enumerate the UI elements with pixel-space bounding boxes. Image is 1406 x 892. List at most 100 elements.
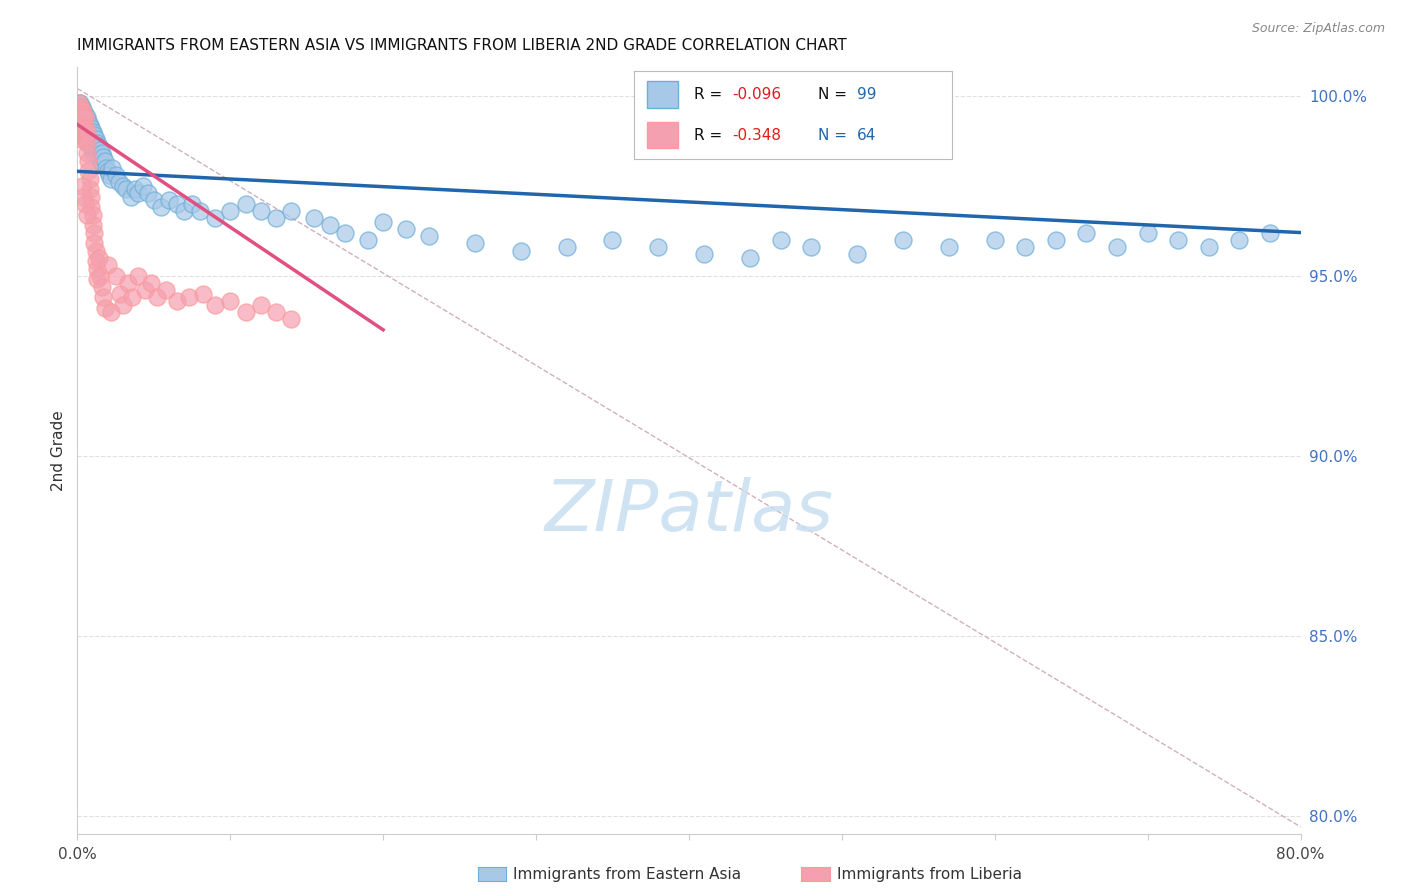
- Point: [77, 153, 100, 168]
- Point: [112, 297, 135, 311]
- Point: [91, 150, 114, 164]
- Text: Source: ZipAtlas.com: Source: ZipAtlas.com: [1251, 22, 1385, 36]
- Point: [70, 114, 93, 128]
- Point: [136, 186, 159, 200]
- Point: [142, 193, 165, 207]
- Point: [90, 157, 112, 171]
- Point: [1198, 240, 1220, 254]
- Point: [90, 146, 112, 161]
- Point: [1167, 233, 1189, 247]
- Point: [100, 305, 122, 319]
- Point: [94, 153, 117, 168]
- Point: [984, 233, 1007, 247]
- Point: [69, 118, 91, 132]
- Point: [98, 168, 121, 182]
- Point: [67, 103, 90, 117]
- Point: [73, 111, 96, 125]
- Point: [219, 293, 242, 308]
- Point: [740, 251, 762, 265]
- Point: [72, 189, 94, 203]
- Point: [79, 128, 101, 143]
- Point: [76, 125, 98, 139]
- Point: [124, 182, 146, 196]
- Point: [70, 178, 93, 193]
- Point: [80, 200, 103, 214]
- Point: [127, 186, 149, 200]
- Point: [82, 125, 104, 139]
- Point: [73, 106, 96, 120]
- Point: [127, 268, 149, 283]
- Point: [82, 146, 104, 161]
- Point: [134, 283, 156, 297]
- Point: [91, 290, 114, 304]
- Point: [769, 233, 792, 247]
- Point: [155, 283, 177, 297]
- Point: [73, 128, 96, 143]
- Point: [69, 132, 91, 146]
- Point: [69, 95, 91, 110]
- Point: [104, 268, 127, 283]
- Point: [96, 161, 118, 175]
- Point: [94, 301, 117, 316]
- Point: [80, 121, 103, 136]
- Point: [79, 171, 101, 186]
- Point: [139, 276, 162, 290]
- Point: [555, 240, 578, 254]
- Point: [150, 200, 173, 214]
- Point: [70, 121, 93, 136]
- Point: [304, 211, 326, 226]
- Point: [157, 193, 180, 207]
- Point: [89, 143, 111, 157]
- Point: [82, 208, 104, 222]
- Point: [235, 305, 257, 319]
- Point: [72, 118, 94, 132]
- Point: [1076, 226, 1098, 240]
- Point: [100, 171, 122, 186]
- Point: [318, 219, 340, 233]
- Point: [280, 312, 302, 326]
- Text: Immigrants from Eastern Asia: Immigrants from Eastern Asia: [513, 867, 741, 881]
- Point: [77, 164, 100, 178]
- Point: [1014, 240, 1036, 254]
- Point: [67, 95, 90, 110]
- Point: [395, 222, 418, 236]
- Point: [1045, 233, 1067, 247]
- Point: [69, 106, 91, 120]
- Point: [97, 164, 120, 178]
- Point: [77, 136, 100, 150]
- Point: [83, 139, 105, 153]
- Point: [70, 128, 93, 143]
- Point: [69, 121, 91, 136]
- Point: [72, 106, 94, 120]
- Point: [69, 111, 91, 125]
- Point: [191, 286, 214, 301]
- Point: [76, 111, 98, 125]
- Point: [86, 272, 108, 286]
- Point: [602, 233, 624, 247]
- Point: [67, 95, 90, 110]
- Point: [181, 196, 204, 211]
- Point: [120, 189, 142, 203]
- Point: [80, 132, 103, 146]
- Point: [121, 290, 143, 304]
- Point: [67, 118, 90, 132]
- Point: [69, 99, 91, 113]
- Point: [264, 211, 287, 226]
- Point: [101, 161, 124, 175]
- Point: [509, 244, 531, 258]
- Point: [67, 128, 90, 143]
- Point: [70, 103, 93, 117]
- Point: [371, 215, 394, 229]
- Point: [70, 99, 93, 113]
- Point: [67, 106, 90, 120]
- Point: [83, 226, 105, 240]
- Point: [1107, 240, 1129, 254]
- Point: [77, 125, 100, 139]
- Point: [146, 290, 169, 304]
- Point: [204, 211, 226, 226]
- Point: [104, 168, 127, 182]
- Point: [79, 139, 101, 153]
- Point: [250, 204, 273, 219]
- Point: [86, 261, 108, 276]
- Point: [117, 276, 139, 290]
